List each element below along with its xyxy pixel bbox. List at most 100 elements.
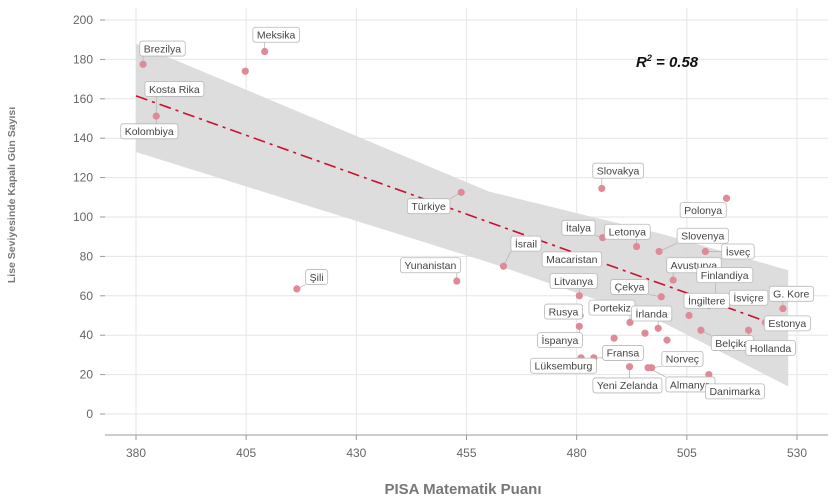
country-label: Danimarka	[705, 383, 765, 400]
country-label-box	[139, 40, 186, 57]
country-label-box	[631, 305, 673, 322]
country-label: Finlandiya	[696, 267, 754, 284]
country-label-text: Estonya	[768, 318, 806, 330]
country-label: Çekya	[610, 279, 649, 295]
y-tick-label: 0	[86, 407, 93, 421]
y-tick-label: 100	[73, 210, 93, 224]
country-label-box	[252, 26, 300, 43]
y-axis-title: Lise Seviyesinde Kapalı Gün Sayısı	[6, 107, 18, 283]
data-point	[657, 293, 665, 301]
country-label: Meksika	[252, 26, 300, 43]
data-point	[701, 247, 709, 256]
country-label: İsveç	[721, 243, 755, 260]
country-label-text: İspanya	[542, 334, 579, 347]
x-tick-label: 480	[567, 446, 587, 460]
country-label: Fransa	[602, 345, 644, 361]
x-axis-title: PISA Matematik Puanı	[385, 481, 542, 498]
country-label-text: İsveç	[726, 245, 751, 258]
country-label-text: Danimarka	[709, 386, 760, 398]
country-label-box	[541, 251, 603, 268]
country-label-box	[120, 123, 179, 140]
country-label-box	[721, 243, 755, 260]
country-label: Kolombiya	[120, 123, 179, 140]
x-tick-label: 380	[126, 446, 146, 460]
country-label-text: İsrail	[515, 237, 537, 250]
y-tick-label: 200	[73, 13, 93, 27]
data-point	[293, 285, 301, 293]
country-label: Şili	[305, 269, 329, 285]
country-label-text: Rusya	[549, 306, 579, 318]
country-label-text: Meksika	[257, 30, 296, 42]
data-point	[139, 60, 147, 68]
country-label-text: Almanya	[670, 379, 711, 391]
country-label: Polonya	[679, 202, 727, 219]
country-label: G. Kore	[768, 285, 814, 302]
data-point	[779, 305, 787, 313]
country-label-box	[544, 303, 583, 320]
country-label-box	[768, 285, 814, 302]
x-tick-label: 430	[346, 446, 366, 460]
country-label-text: Finlandiya	[701, 270, 749, 282]
country-label-text: Slovenya	[681, 231, 724, 243]
country-label: İrlanda	[631, 305, 673, 322]
data-point	[641, 329, 649, 337]
country-label-text: Kolombiya	[125, 126, 174, 138]
axis-ticks: 380 405 430 455 480 505 530 0 20 40 60 80 100 120 140 1…	[73, 13, 807, 460]
data-point	[610, 334, 618, 342]
country-label-text: Yeni Zelanda	[597, 380, 658, 392]
data-point	[575, 292, 583, 300]
x-tick-label: 530	[787, 446, 807, 460]
country-label: Hollanda	[745, 340, 796, 356]
country-label: Lüksemburg	[530, 357, 597, 374]
data-point	[644, 364, 652, 372]
country-label-box	[406, 198, 451, 215]
country-label-text: G. Kore	[773, 289, 809, 301]
country-label: İtalya	[561, 219, 596, 236]
country-label-box	[604, 223, 651, 240]
country-label-box	[399, 257, 461, 274]
x-tick-label: 455	[456, 446, 476, 460]
y-tick-label: 40	[80, 328, 94, 342]
data-point	[625, 363, 634, 371]
country-label-box	[561, 219, 596, 236]
data-point	[453, 277, 461, 285]
data-point	[744, 326, 753, 334]
country-label-text: Türkiye	[411, 201, 446, 213]
country-label: İsrail	[510, 235, 542, 252]
country-label: Rusya	[544, 303, 583, 320]
x-tick-label: 505	[677, 446, 697, 460]
country-label-text: İsviçre	[733, 292, 763, 305]
country-label: Yeni Zelanda	[592, 377, 663, 394]
country-label-box	[144, 81, 205, 97]
country-label-box	[510, 235, 542, 252]
country-label: İspanya	[537, 332, 583, 349]
country-label-text: İngiltere	[688, 295, 726, 308]
data-point	[663, 336, 671, 344]
country-label: Slovenya	[676, 227, 729, 244]
x-tick-label: 405	[236, 446, 256, 460]
country-label-box	[305, 269, 329, 285]
country-labels: Brezilya Meksika Kosta Rika Kolombiya Şili Tü…	[120, 26, 814, 400]
data-point	[152, 112, 160, 120]
country-label: Türkiye	[406, 198, 451, 215]
country-label: Estonya	[763, 315, 811, 332]
y-tick-label: 20	[80, 368, 94, 382]
country-label-text: Portekiz	[593, 302, 631, 314]
country-label: Macaristan	[541, 251, 603, 268]
country-label-text: Polonya	[684, 205, 722, 217]
data-point	[722, 194, 731, 202]
country-label-box	[602, 345, 644, 361]
country-label-box	[679, 202, 727, 219]
country-label-text: Fransa	[607, 348, 640, 360]
country-label: Letonya	[604, 223, 651, 240]
country-label: Brezilya	[139, 40, 186, 57]
country-label-text: Norveç	[666, 354, 699, 366]
data-point	[499, 262, 508, 270]
country-label-text: Şili	[310, 272, 324, 284]
country-label-box	[676, 227, 729, 244]
country-label-text: Macaristan	[546, 254, 598, 266]
data-point	[241, 67, 249, 75]
trend-line	[135, 95, 789, 331]
y-tick-label: 140	[73, 131, 93, 145]
